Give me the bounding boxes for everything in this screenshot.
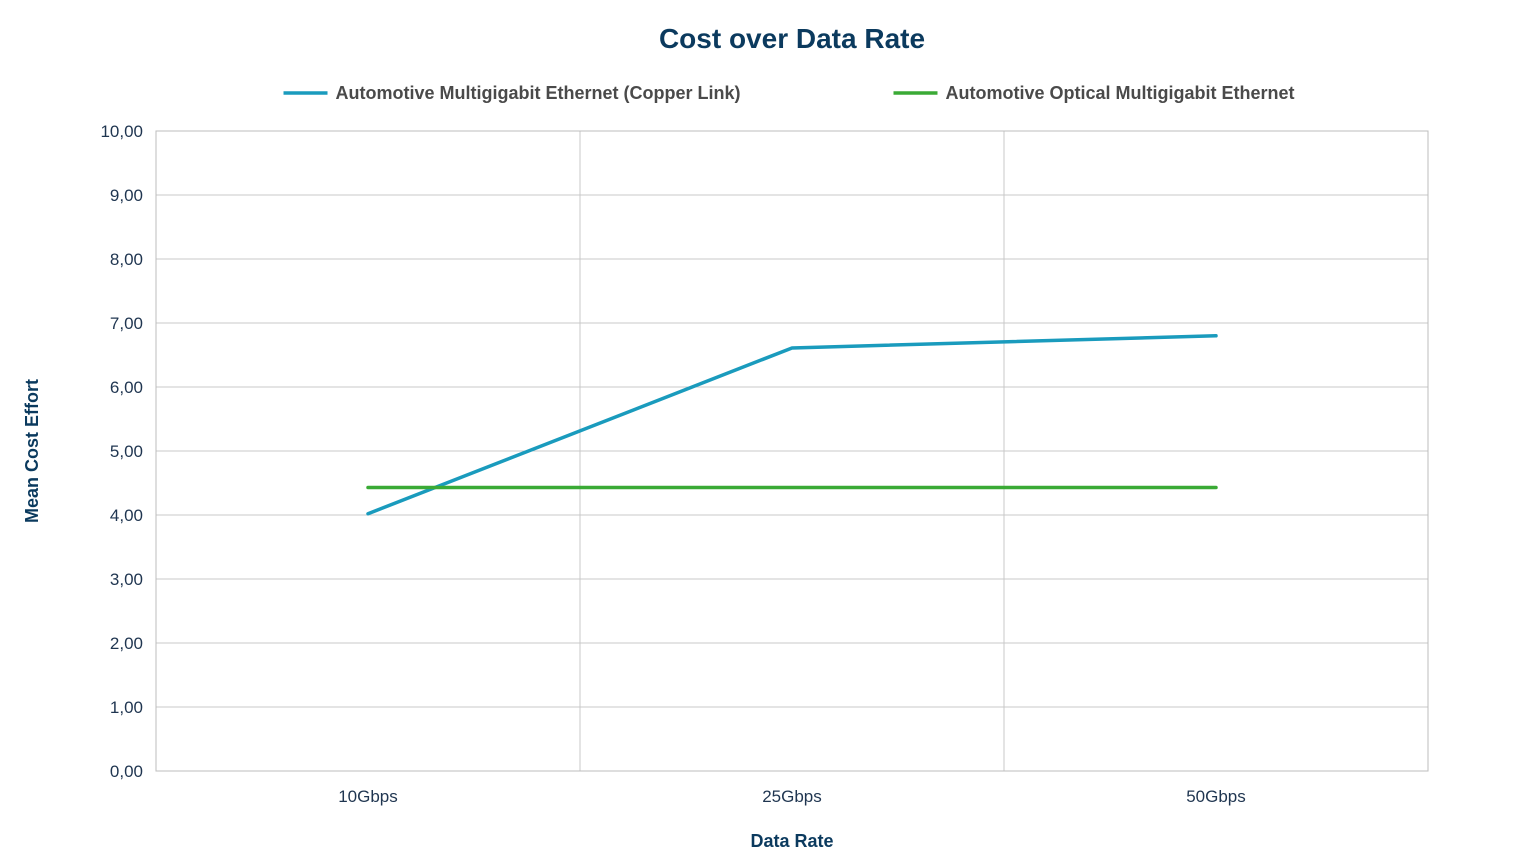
chart-legend: Automotive Multigigabit Ethernet (Copper… [283,83,1295,103]
plot-area-border [155,130,1429,772]
series-layer [366,334,1218,516]
y-tick-label: 4,00 [110,506,143,525]
y-tick-label: 5,00 [110,442,143,461]
legend-label: Automotive Optical Multigigabit Ethernet [945,83,1294,103]
x-tick-label: 50Gbps [1186,787,1246,806]
y-tick-label: 8,00 [110,250,143,269]
x-axis-title: Data Rate [750,831,833,851]
x-tick-label: 10Gbps [338,787,398,806]
y-tick-label: 6,00 [110,378,143,397]
y-tick-label: 2,00 [110,634,143,653]
y-axis-title: Mean Cost Effort [22,379,42,523]
y-tick-label: 7,00 [110,314,143,333]
y-tick-label: 9,00 [110,186,143,205]
y-axis-ticks: 0,00 1,00 2,00 3,00 4,00 5,00 6,00 7,00 8,00 9,00… [100,122,143,781]
x-axis-ticks: 10Gbps 25Gbps 50Gbps [338,787,1246,806]
legend-label: Automotive Multigigabit Ethernet (Copper… [336,83,741,103]
y-tick-label: 3,00 [110,570,143,589]
legend-item: Automotive Optical Multigigabit Ethernet [893,83,1295,103]
y-tick-label: 1,00 [110,698,143,717]
chart-title: Cost over Data Rate [659,23,925,54]
series-line-1 [366,334,1218,516]
y-tick-label: 0,00 [110,762,143,781]
grid-lines [156,130,1428,772]
y-tick-label: 10,00 [100,122,143,141]
x-tick-label: 25Gbps [762,787,822,806]
legend-item: Automotive Multigigabit Ethernet (Copper… [283,83,741,103]
